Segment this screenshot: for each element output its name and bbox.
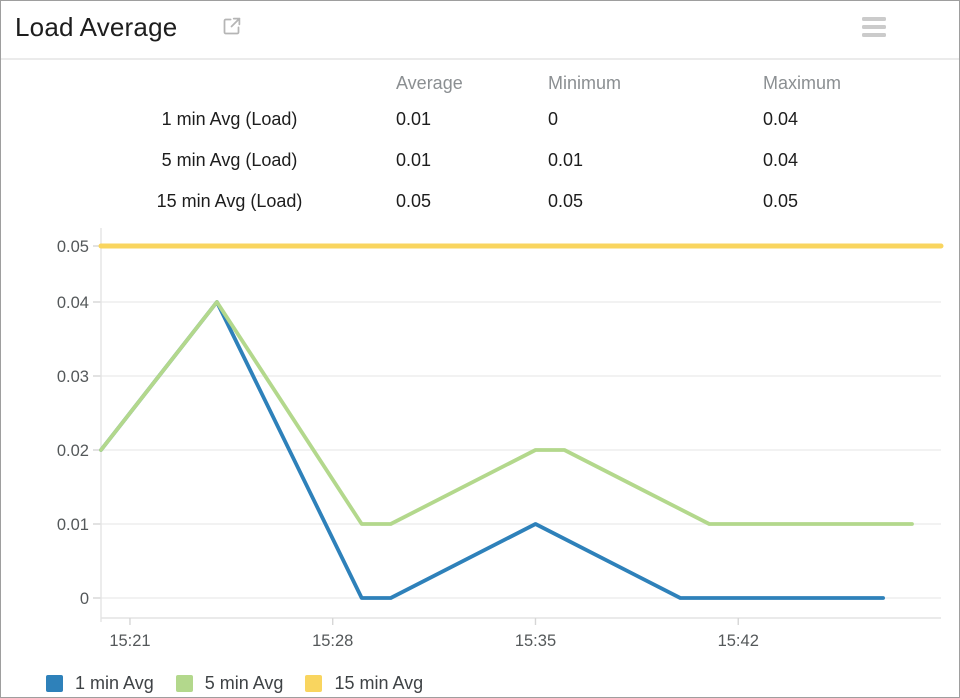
chart-legend: 1 min Avg 5 min Avg 15 min Avg	[46, 673, 423, 694]
stats-value: 0.04	[763, 109, 799, 129]
stats-value: 0.04	[763, 150, 799, 170]
y-tick-label: 0.01	[57, 516, 89, 534]
legend-swatch-5-min-avg	[175, 675, 193, 692]
stats-row-label: 15 min Avg (Load)	[156, 191, 303, 211]
stats-value: 0.05	[548, 191, 584, 211]
stats-column-header-average: Average	[396, 72, 463, 93]
stats-row-label: 5 min Avg (Load)	[161, 150, 298, 170]
legend-item-15-min-avg[interactable]: 15 min Avg	[305, 673, 423, 694]
legend-label: 5 min Avg	[204, 673, 284, 693]
hamburger-menu-icon[interactable]	[862, 17, 886, 37]
y-tick-label: 0.05	[57, 238, 89, 256]
x-tick-label: 15:42	[718, 632, 759, 650]
y-tick-label: 0.04	[57, 294, 89, 312]
y-tick-label: 0	[80, 590, 89, 608]
stats-table: Average Minimum Maximum 1 min Avg (Load) 0.0…	[1, 67, 959, 222]
stats-value: 0.01	[396, 109, 432, 129]
load-average-chart: 0 0.01 0.02 0.03 0.04 0.05 15:21 15:28 15:35 15:4…	[57, 228, 944, 650]
series-line-5-min-avg	[99, 300, 914, 526]
stats-value: 0.01	[548, 150, 584, 170]
y-tick-label: 0.02	[57, 442, 89, 460]
stats-row-label: 1 min Avg (Load)	[161, 109, 298, 129]
stats-value: 0.01	[396, 150, 432, 170]
header-divider	[1, 58, 959, 60]
open-in-new-window-icon[interactable]	[221, 16, 242, 37]
y-tick-label: 0.03	[57, 368, 89, 386]
legend-item-5-min-avg[interactable]: 5 min Avg	[175, 673, 284, 694]
stats-value: 0	[548, 109, 559, 129]
page-title: Load Average	[15, 12, 178, 42]
x-tick-label: 15:35	[515, 632, 556, 650]
widget-header: Load Average	[1, 1, 959, 60]
stats-value: 0.05	[763, 191, 799, 211]
legend-swatch-15-min-avg	[305, 675, 323, 692]
stats-column-header-maximum: Maximum	[763, 72, 842, 93]
stats-value: 0.05	[396, 191, 432, 211]
x-tick-label: 15:21	[109, 632, 150, 650]
stats-column-header-minimum: Minimum	[548, 72, 622, 93]
legend-swatch-1-min-avg	[46, 675, 63, 692]
x-tick-label: 15:28	[312, 632, 353, 650]
legend-label: 1 min Avg	[75, 673, 154, 693]
legend-label: 15 min Avg	[334, 673, 424, 693]
legend-item-1-min-avg[interactable]: 1 min Avg	[46, 673, 154, 694]
